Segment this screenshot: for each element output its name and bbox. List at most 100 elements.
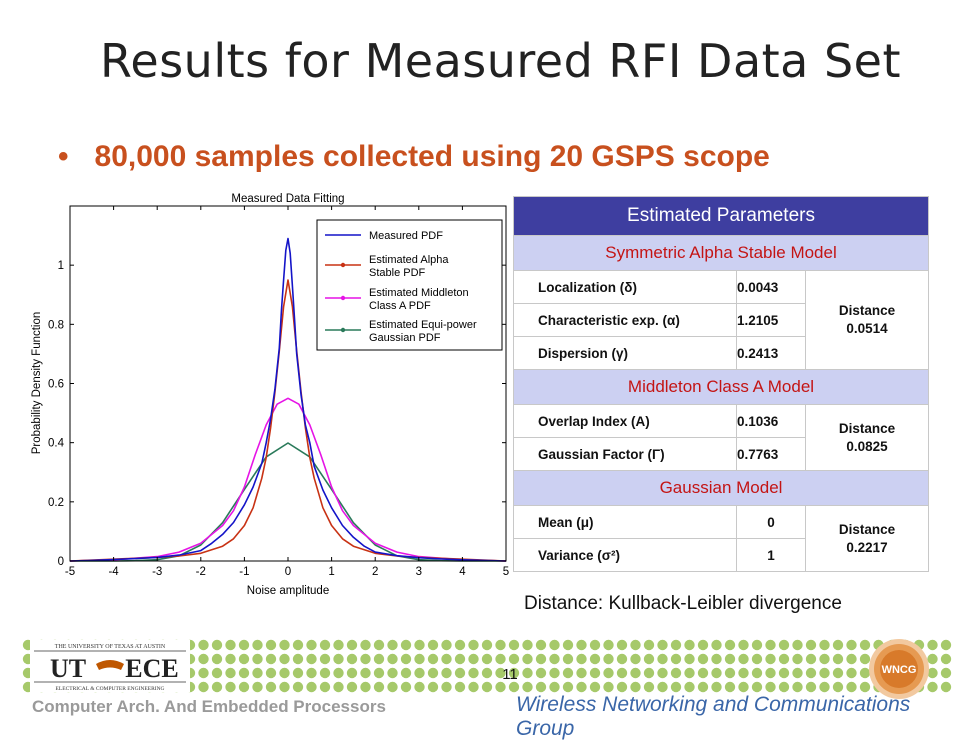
footer-dot <box>576 667 587 679</box>
footer-dot <box>400 667 412 679</box>
y-axis-label: Probability Density Function <box>31 312 43 455</box>
footer-dot <box>333 667 344 679</box>
footer-dot <box>265 639 277 651</box>
footer-dot <box>643 667 655 679</box>
x-tick-label: 3 <box>416 566 422 578</box>
footer-dot <box>927 681 938 693</box>
footer-dot <box>778 681 790 693</box>
series-line <box>69 279 507 562</box>
footer-dot <box>603 653 614 665</box>
ut-logo-top-text: THE UNIVERSITY OF TEXAS AT AUSTIN <box>55 644 166 650</box>
legend-label: Stable PDF <box>369 267 426 279</box>
footer-dot <box>211 653 223 665</box>
footer-dot <box>859 681 871 693</box>
footer-dot <box>306 639 317 651</box>
footer-dot <box>616 681 628 693</box>
footer-dot <box>630 681 641 693</box>
footer-dot <box>387 667 398 679</box>
footer-dot <box>562 639 574 651</box>
footer-dot <box>495 653 506 665</box>
footer-dot <box>819 681 830 693</box>
footer-dot <box>603 681 614 693</box>
ut-ece-logo: THE UNIVERSITY OF TEXAS AT AUSTIN UT ECE… <box>30 640 190 692</box>
x-tick-label: 2 <box>372 566 378 578</box>
footer-dot <box>670 639 682 651</box>
series-line <box>69 397 507 562</box>
footer-dot <box>765 667 776 679</box>
footer-dot <box>495 639 506 651</box>
ut-logo-right-text: ECE <box>125 654 178 683</box>
footer-dot <box>724 667 736 679</box>
footer-dot <box>940 639 952 651</box>
footer-dot <box>778 639 790 651</box>
footer-dot <box>481 681 493 693</box>
footer-dot <box>940 653 952 665</box>
x-tick-label: -4 <box>108 566 119 578</box>
footer-dot <box>792 653 803 665</box>
footer-dot <box>333 681 344 693</box>
footer-dot <box>279 653 290 665</box>
footer-dot <box>495 667 506 679</box>
footer-dot <box>940 681 952 693</box>
footer-dot <box>400 681 412 693</box>
footer-dot <box>792 639 803 651</box>
footer-dot <box>360 681 371 693</box>
legend-box <box>316 219 503 351</box>
x-tick-label: -3 <box>152 566 162 578</box>
footer-dot <box>697 653 709 665</box>
footer-dot <box>522 639 533 651</box>
legend-label: Estimated Equi-power <box>369 319 477 331</box>
footer-dot <box>738 639 749 651</box>
footer-dot <box>265 667 277 679</box>
footer-dot <box>724 653 736 665</box>
footer-dot <box>576 681 587 693</box>
table-row: Gaussian Factor (Γ) 0.7763 <box>513 437 929 471</box>
footer-dot <box>657 639 668 651</box>
footer-dot <box>846 653 857 665</box>
footer-dot <box>535 681 547 693</box>
footer-dot <box>441 639 452 651</box>
param-name: Dispersion (γ) <box>513 336 737 370</box>
chart-title: Measured Data Fitting <box>231 193 344 205</box>
footer-dot <box>819 653 830 665</box>
bullet-dot-icon: • <box>58 140 69 173</box>
wncg-logo-text: WNCG <box>882 664 917 676</box>
footer-dot <box>279 681 290 693</box>
footer-dot <box>265 681 277 693</box>
series-line <box>69 237 507 562</box>
footer-dot <box>805 667 817 679</box>
footer-dot <box>927 639 938 651</box>
footer-dot <box>414 639 425 651</box>
footer-dot <box>360 653 371 665</box>
y-tick-label: 0 <box>58 556 64 568</box>
footer-dot <box>940 667 952 679</box>
y-tick-label: 0.2 <box>48 497 64 509</box>
y-tick-label: 1 <box>58 260 64 272</box>
footer-dot <box>198 639 209 651</box>
footer-dot <box>751 653 763 665</box>
footer-dot <box>508 681 520 693</box>
footer-dot <box>778 653 790 665</box>
footer-dot <box>549 681 560 693</box>
footer-dot <box>508 653 520 665</box>
footer-dot <box>252 667 263 679</box>
footer-dot <box>549 639 560 651</box>
footer-dot <box>468 653 479 665</box>
footer-dot <box>211 681 223 693</box>
footer-dot <box>589 653 601 665</box>
footer-dot <box>481 653 493 665</box>
footer-dot <box>225 653 236 665</box>
footer-dot <box>630 653 641 665</box>
footer-dot <box>522 653 533 665</box>
footer-dot <box>562 681 574 693</box>
param-value: 1.2105 <box>736 303 806 337</box>
footer-dot <box>346 681 358 693</box>
x-tick-label: -1 <box>239 566 249 578</box>
footer-course-name: Computer Arch. And Embedded Processors <box>32 697 386 716</box>
footer-dot <box>414 681 425 693</box>
series-line <box>70 442 506 562</box>
footer-dot <box>724 681 736 693</box>
footer-dot <box>832 639 844 651</box>
footer-dot <box>414 667 425 679</box>
